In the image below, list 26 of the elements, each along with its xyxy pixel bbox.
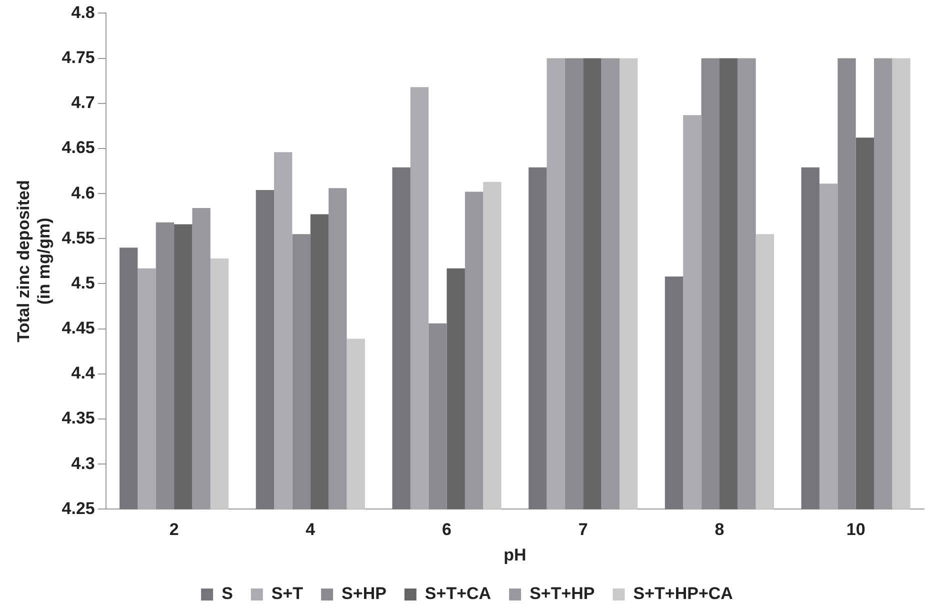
- y-tick-label: 4.3: [71, 454, 95, 473]
- legend-label: S+T+CA: [424, 584, 492, 604]
- y-tick-label: 4.8: [71, 2, 95, 22]
- x-tick-label: 8: [714, 520, 724, 540]
- x-tick-label: 6: [442, 520, 452, 540]
- y-tick-label: 4.6: [71, 183, 95, 202]
- y-tick-label: 4.7: [71, 93, 95, 112]
- legend-label: S+T+HP+CA: [633, 584, 733, 604]
- y-tick-label: 4.5: [71, 273, 95, 292]
- x-tick-label: 7: [578, 520, 588, 540]
- x-tick-label: 2: [169, 520, 179, 540]
- x-axis-title: pH: [504, 545, 526, 564]
- y-tick-label: 4.4: [71, 364, 96, 383]
- y-tick-label: 4.55: [62, 228, 95, 248]
- y-tick-label: 4.25: [62, 498, 95, 518]
- x-tick-label: 4: [306, 520, 316, 540]
- y-tick-label: 4.45: [62, 318, 95, 338]
- y-tick-label: 4.35: [62, 408, 95, 428]
- legend-label: S+HP: [342, 584, 386, 604]
- legend-label: S+T: [271, 584, 304, 604]
- y-tick-label: 4.65: [62, 138, 95, 158]
- legend-label: S+T+HP: [530, 584, 595, 604]
- legend-label: S: [222, 584, 233, 604]
- y-tick-label: 4.75: [62, 48, 95, 67]
- y-axis-title: Total zinc deposited (in mg/gm): [14, 180, 54, 342]
- x-tick-label: 10: [846, 520, 866, 540]
